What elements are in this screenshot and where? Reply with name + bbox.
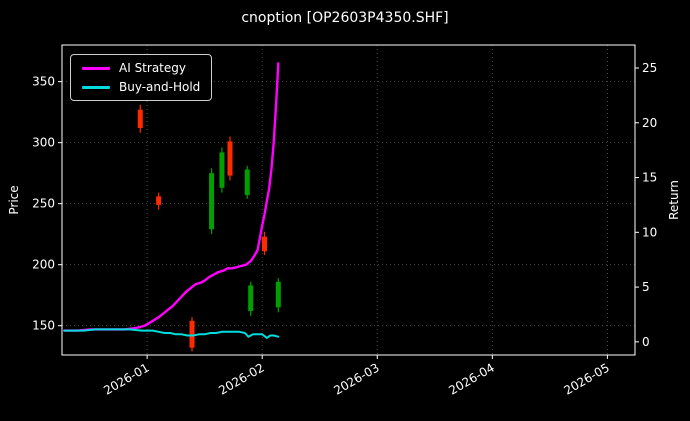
x-tick-label: 2026-05	[561, 360, 611, 397]
tick-labels: 150 200 250 300 350 0 5 10 15 20 25 2026-01 2026-02 2…	[32, 61, 657, 398]
candle-body	[156, 196, 162, 205]
axes-border	[61, 44, 636, 356]
y-tick-label-right: 0	[642, 335, 650, 349]
y-tick-label-left: 300	[32, 136, 55, 150]
y-tick-label-right: 20	[642, 116, 657, 130]
candle-body	[262, 236, 268, 252]
candle-body	[275, 281, 281, 308]
candle-body	[209, 173, 215, 230]
legend-item-buy-and-hold: Buy-and-Hold	[82, 81, 200, 93]
candle-body	[227, 141, 233, 176]
candlestick-series	[137, 104, 281, 352]
x-tick-label: 2026-02	[216, 360, 266, 397]
y-tick-label-right: 5	[642, 280, 650, 294]
candle-body	[189, 320, 195, 348]
legend-label-ai-strategy: AI Strategy	[119, 61, 186, 75]
candle-body	[219, 152, 225, 188]
y-tick-label-left: 200	[32, 258, 55, 272]
y-tick-label-right: 15	[642, 171, 657, 185]
y-tick-label-left: 150	[32, 319, 55, 333]
legend-item-ai-strategy: AI Strategy	[82, 62, 200, 74]
buy-and-hold-line-swatch	[82, 85, 110, 89]
y-tick-label-right: 25	[642, 61, 657, 75]
candle-body	[248, 285, 254, 312]
legend-label-buy-and-hold: Buy-and-Hold	[119, 80, 201, 94]
ai-strategy-line-swatch	[82, 66, 110, 70]
chart-title: cnoption [OP2603P4350.SHF]	[241, 10, 449, 26]
y-tick-label-left: 250	[32, 197, 55, 211]
candle-body	[137, 109, 143, 128]
x-tick-label: 2026-04	[446, 360, 496, 397]
x-tick-label: 2026-03	[331, 360, 381, 397]
y-tick-label-left: 350	[32, 75, 55, 89]
legend: AI Strategy Buy-and-Hold	[70, 54, 213, 101]
y-tick-label-right: 10	[642, 225, 657, 239]
x-tick-label: 2026-01	[101, 360, 151, 397]
candle-body	[244, 169, 250, 196]
buy-and-hold-line	[63, 328, 280, 339]
ai-strategy-line	[63, 62, 280, 332]
